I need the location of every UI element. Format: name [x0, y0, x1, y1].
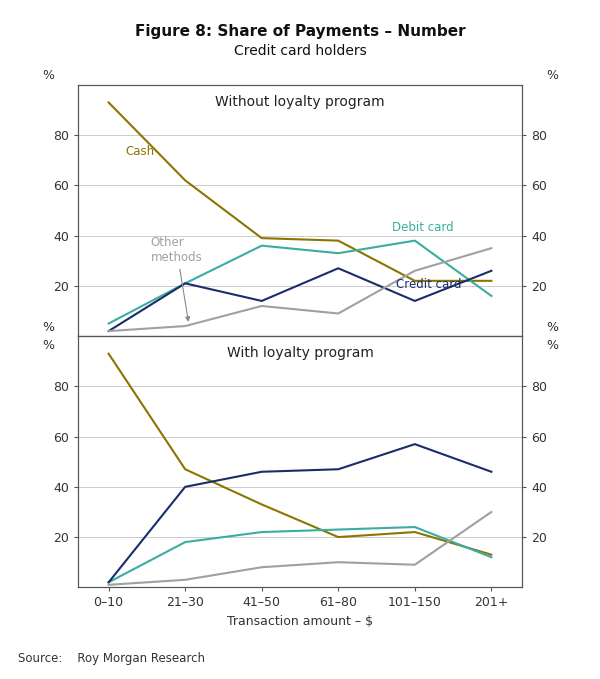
Text: Figure 8: Share of Payments – Number: Figure 8: Share of Payments – Number	[134, 24, 466, 39]
Text: Cash: Cash	[125, 145, 155, 158]
Text: %: %	[547, 339, 559, 352]
Text: %: %	[43, 69, 55, 82]
Text: %: %	[547, 320, 559, 333]
Text: Credit card holders: Credit card holders	[233, 44, 367, 58]
Text: Other
methods: Other methods	[151, 236, 202, 321]
Text: With loyalty program: With loyalty program	[227, 346, 373, 360]
Text: Credit card: Credit card	[395, 278, 461, 291]
Text: Source:    Roy Morgan Research: Source: Roy Morgan Research	[18, 653, 205, 665]
Text: Debit card: Debit card	[392, 221, 454, 234]
Text: %: %	[547, 69, 559, 82]
X-axis label: Transaction amount – $: Transaction amount – $	[227, 615, 373, 628]
Text: %: %	[43, 339, 55, 352]
Text: %: %	[43, 320, 55, 333]
Text: Without loyalty program: Without loyalty program	[215, 95, 385, 109]
